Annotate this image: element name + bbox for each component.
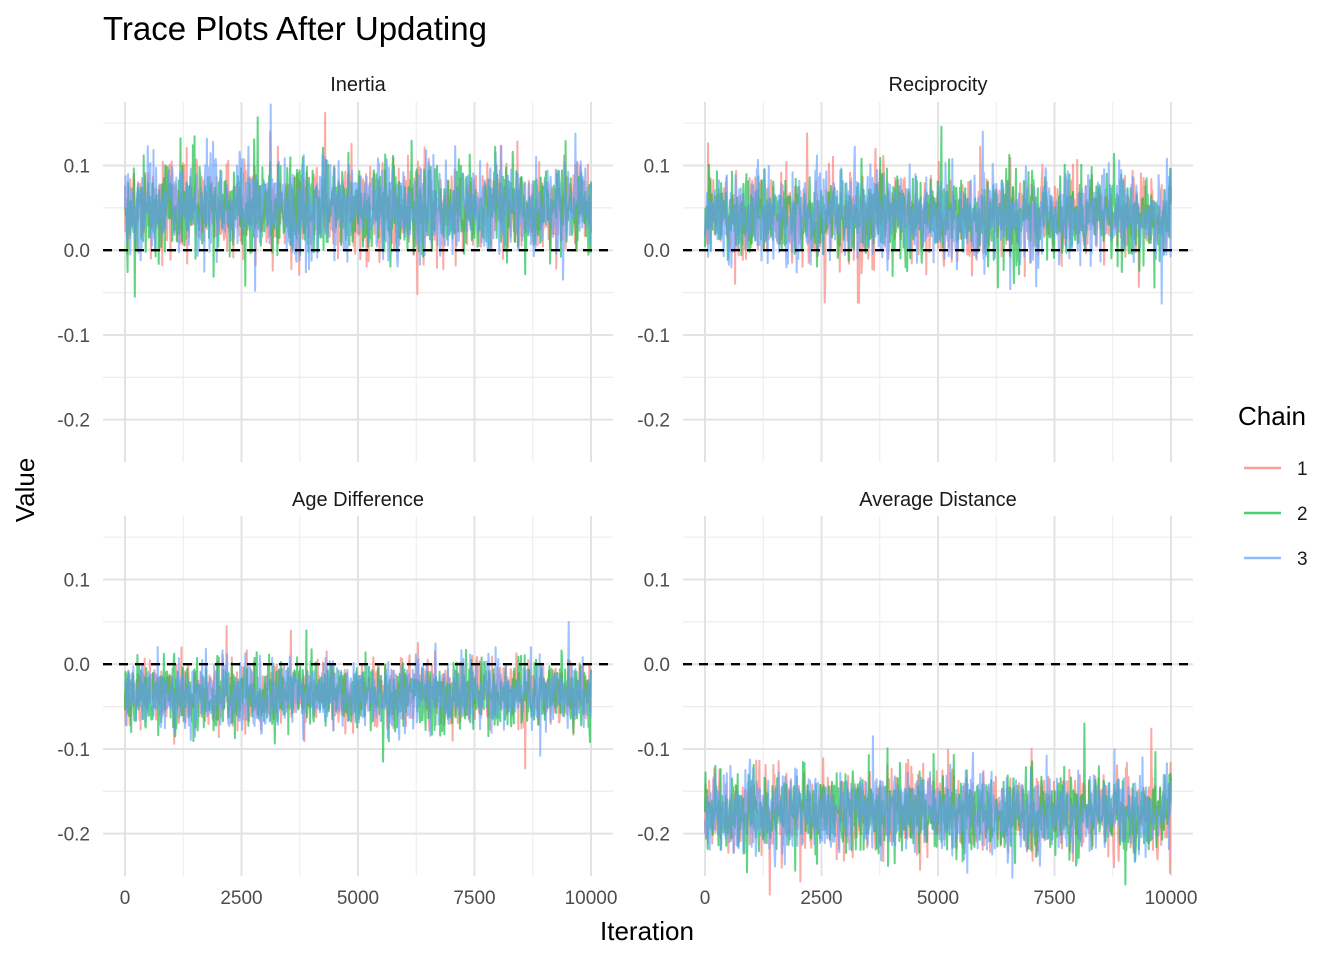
x-tick-label: 7500 bbox=[453, 888, 495, 909]
y-tick-label: -0.2 bbox=[57, 411, 90, 432]
x-tick-label: 10000 bbox=[565, 888, 618, 909]
y-tick-label: -0.2 bbox=[637, 825, 670, 846]
x-tick-label: 5000 bbox=[337, 888, 379, 909]
facet-label: Average Distance bbox=[859, 489, 1017, 511]
x-tick-label: 5000 bbox=[917, 888, 959, 909]
y-tick-label: 0.1 bbox=[644, 157, 670, 178]
y-tick-label: -0.1 bbox=[57, 740, 90, 761]
facet-panels: Inertia -0.2 -0.1 0.0 0.1 Reciprocity -0.2 -0.1… bbox=[57, 74, 1197, 909]
panel-inertia: Inertia -0.2 -0.1 0.0 0.1 bbox=[57, 74, 613, 462]
x-tick-label: 0 bbox=[700, 888, 711, 909]
legend-label: 3 bbox=[1297, 549, 1308, 570]
x-tick-label: 7500 bbox=[1033, 888, 1075, 909]
legend-label: 1 bbox=[1297, 459, 1308, 480]
panel-reciprocity: Reciprocity -0.2 -0.1 0.0 0.1 bbox=[637, 74, 1193, 462]
facet-label: Inertia bbox=[330, 74, 386, 96]
y-tick-label: -0.1 bbox=[637, 740, 670, 761]
y-tick-label: 0.1 bbox=[64, 157, 90, 178]
legend: Chain 1 2 3 bbox=[1238, 401, 1308, 570]
legend-title: Chain bbox=[1238, 401, 1306, 431]
panel-average-distance: Average Distance -0.2 -0.1 0.0 0.1 0 2500 5000 7… bbox=[637, 489, 1197, 909]
series-line-chain-3 bbox=[704, 735, 1172, 879]
y-tick-label: 0.1 bbox=[64, 571, 90, 592]
y-tick-label: 0.0 bbox=[644, 241, 670, 262]
y-tick-label: 0.1 bbox=[644, 571, 670, 592]
x-tick-label: 10000 bbox=[1145, 888, 1198, 909]
y-tick-label: 0.0 bbox=[644, 655, 670, 676]
y-tick-label: -0.2 bbox=[637, 411, 670, 432]
chart-title: Trace Plots After Updating bbox=[103, 10, 487, 47]
panel-age-difference: Age Difference -0.2 -0.1 0.0 0.1 0 2500 5000 750… bbox=[57, 489, 617, 909]
x-tick-label: 0 bbox=[120, 888, 131, 909]
y-axis-title: Value bbox=[10, 458, 40, 523]
facet-label: Age Difference bbox=[292, 489, 424, 511]
y-tick-label: -0.1 bbox=[637, 326, 670, 347]
y-tick-label: -0.2 bbox=[57, 825, 90, 846]
y-tick-label: -0.1 bbox=[57, 326, 90, 347]
series-line-chain-3 bbox=[124, 103, 592, 292]
x-axis-title: Iteration bbox=[600, 916, 694, 946]
legend-label: 2 bbox=[1297, 504, 1308, 525]
series-line-chain-3 bbox=[704, 130, 1172, 305]
series-line-chain-3 bbox=[124, 620, 592, 757]
x-tick-label: 2500 bbox=[800, 888, 842, 909]
x-tick-label: 2500 bbox=[220, 888, 262, 909]
facet-label: Reciprocity bbox=[889, 74, 988, 96]
y-tick-label: 0.0 bbox=[64, 241, 90, 262]
y-tick-label: 0.0 bbox=[64, 655, 90, 676]
